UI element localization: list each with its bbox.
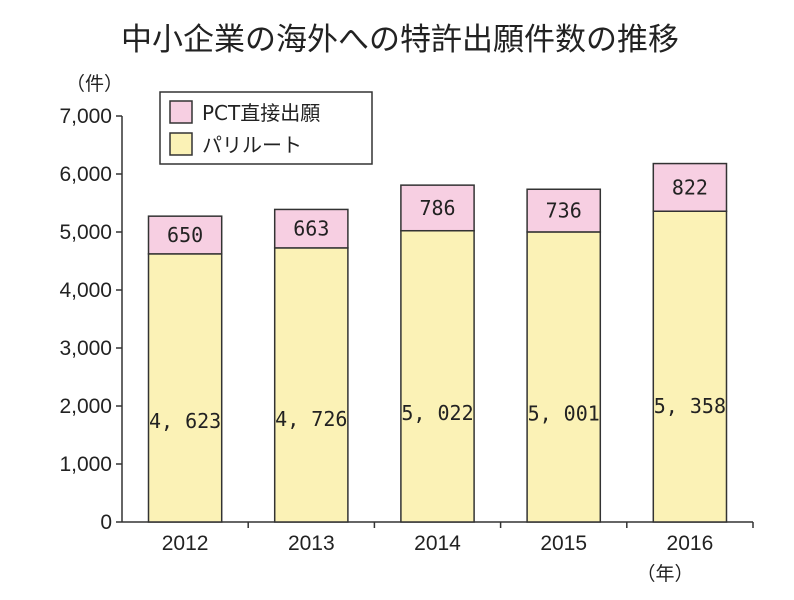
legend-swatch [169,100,193,124]
bars: 4, 623 650 4, 726 663 5, 022 786 5, 001 736 5, 3… [147,162,728,523]
data-label: 5, 001 [528,401,600,425]
x-tick-label: 2013 [288,532,335,555]
bar-segment-paris-route [526,231,602,523]
y-tick-label: 5,000 [59,221,112,244]
legend-label: パリルート [202,133,302,157]
y-axis-unit: （件） [66,73,123,95]
y-tick-label: 6,000 [59,163,112,186]
data-label: 822 [672,175,708,199]
x-tick-label: 2014 [414,532,461,555]
bar-segment-paris-route [273,247,349,523]
y-tick-label: 0 [100,511,112,534]
data-label: 5, 358 [654,394,726,418]
data-label: 4, 726 [275,407,347,431]
legend-swatch [169,132,193,156]
y-tick-label: 7,000 [59,105,112,128]
data-label: 4, 623 [149,409,221,433]
bar-segment-paris-route [652,210,728,523]
data-label: 663 [293,217,329,241]
data-label: 786 [419,196,455,220]
data-label: 5, 022 [401,401,473,425]
bar-segment-pct [526,188,602,233]
y-tick-label: 2,000 [59,395,112,418]
data-label: 736 [546,199,582,223]
y-tick-label: 4,000 [59,279,112,302]
legend-box [159,91,373,165]
x-tick-label: 2016 [667,532,714,555]
x-tick-label: 2012 [162,532,209,555]
chart-title: 中小企業の海外への特許出願件数の推移 [121,22,679,58]
bar-segment-pct [147,215,223,255]
data-label: 650 [167,223,203,247]
axes: 0 1,000 2,000 3,000 4,000 5,000 6,000 7,000 2012… [59,105,754,555]
y-tick-label: 3,000 [59,337,112,360]
bar-segment-paris-route [147,253,223,523]
bar-segment-pct [400,184,475,232]
legend-label: PCT直接出願 [202,101,320,125]
y-tick-label: 1,000 [59,453,112,476]
bar-segment-pct [652,162,728,212]
bar-segment-paris-route [400,229,475,523]
x-axis-unit: （年） [636,563,693,585]
x-tick-label: 2015 [540,532,587,555]
bar-segment-pct [273,208,349,249]
